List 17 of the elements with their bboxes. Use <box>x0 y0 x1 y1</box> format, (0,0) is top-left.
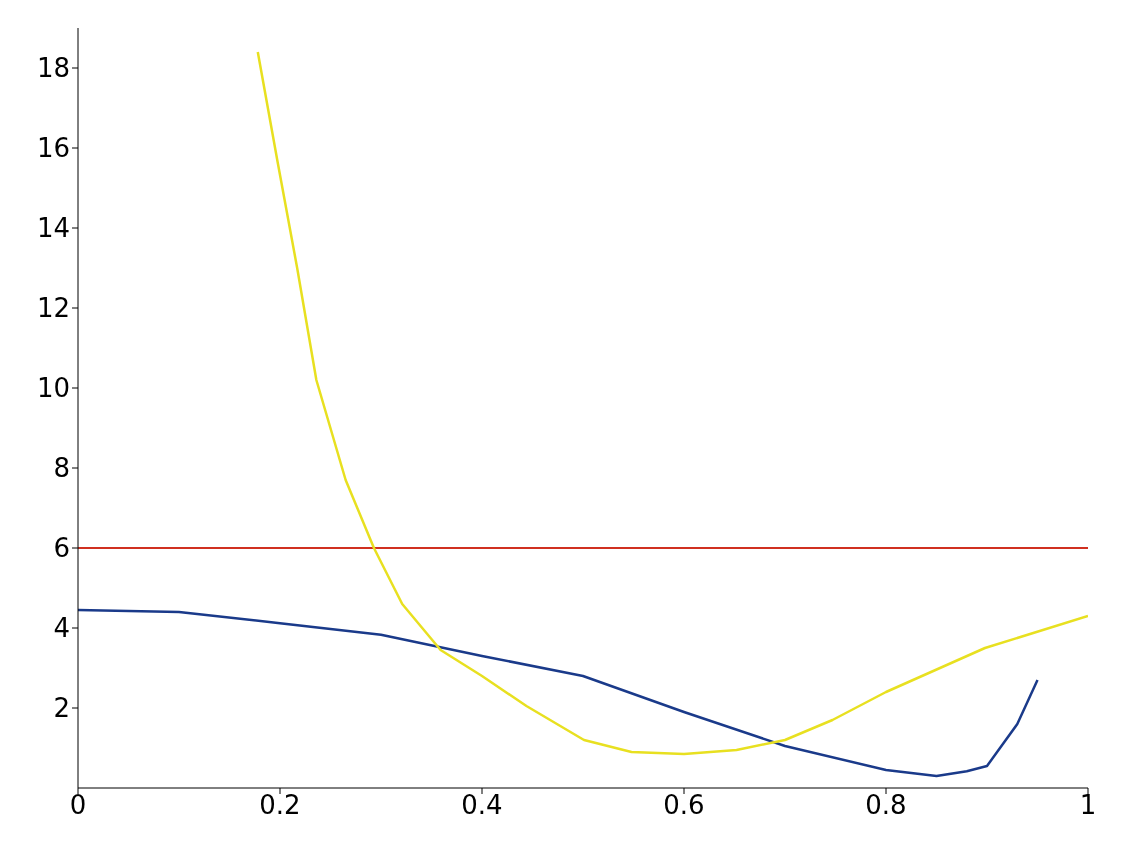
x-tick-label: 1 <box>1079 790 1097 821</box>
x-tick-label: 0.6 <box>663 790 705 821</box>
y-tick-label: 14 <box>36 213 70 244</box>
y-tick-label: 12 <box>36 293 70 324</box>
y-tick-label: 6 <box>53 533 70 564</box>
x-tick-label: 0 <box>69 790 87 821</box>
y-tick-label: 16 <box>36 133 70 164</box>
line-series <box>78 608 1039 778</box>
y-tick-label: 8 <box>53 453 70 484</box>
y-tick-label: 2 <box>53 693 70 724</box>
x-tick-label: 0.2 <box>259 790 301 821</box>
line-series <box>256 50 1088 756</box>
y-tick-label: 4 <box>53 613 70 644</box>
y-tick-label: 18 <box>36 53 70 84</box>
x-tick-label: 0.4 <box>461 790 503 821</box>
y-tick-label: 10 <box>36 373 70 404</box>
x-tick-label: 0.8 <box>865 790 907 821</box>
